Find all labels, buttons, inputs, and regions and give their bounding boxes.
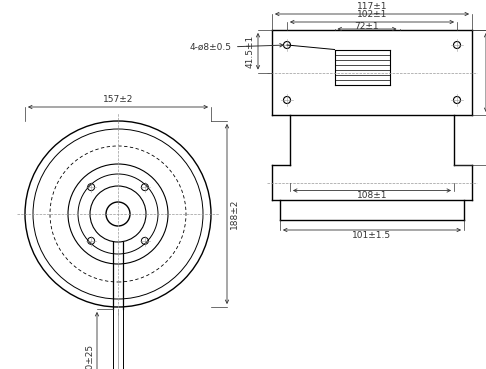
Text: 72±1: 72±1 <box>355 22 379 31</box>
Text: 117±1: 117±1 <box>357 2 387 11</box>
Text: 4-ø8±0.5: 4-ø8±0.5 <box>190 43 283 52</box>
Text: 102±1: 102±1 <box>357 10 387 19</box>
Text: 157±2: 157±2 <box>103 95 133 104</box>
Text: 41.5±1: 41.5±1 <box>246 35 255 68</box>
Text: 101±1.5: 101±1.5 <box>352 231 392 240</box>
Text: 188±2: 188±2 <box>230 199 239 229</box>
Text: 600±25: 600±25 <box>85 344 94 369</box>
Text: 108±1: 108±1 <box>357 192 387 200</box>
